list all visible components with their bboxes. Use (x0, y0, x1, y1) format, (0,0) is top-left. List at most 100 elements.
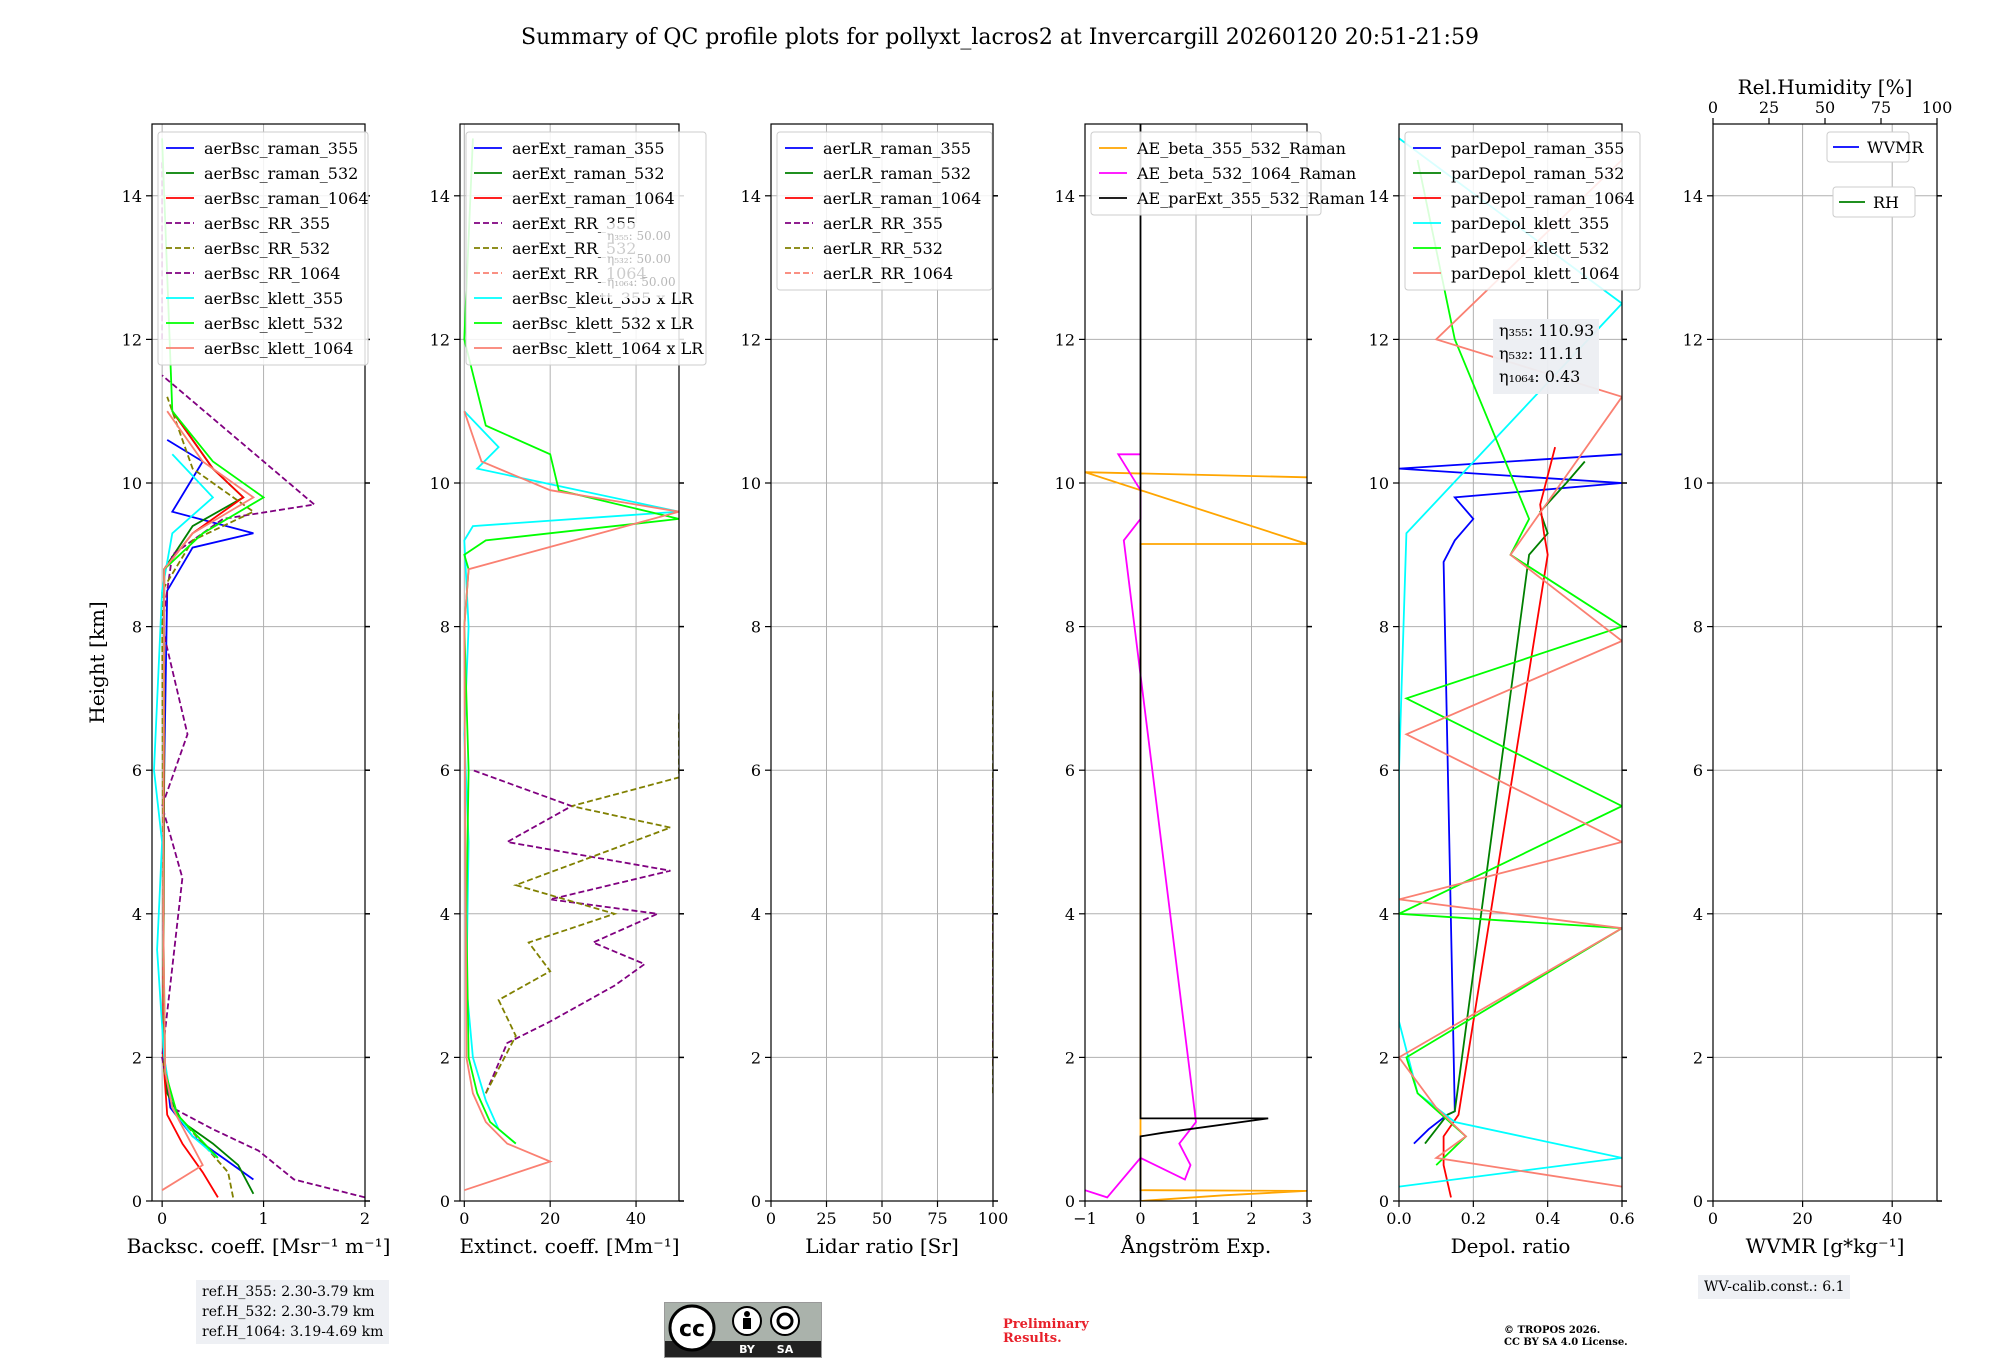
y-tick-label: 10 (1055, 474, 1075, 493)
panel-wvmr: 0 20 40 0 2 4 6 8 10 12 14 WVMR [g*kg⁻¹] 0 25 50 75 100 R… (1683, 75, 1953, 1258)
y-tick-label: 6 (751, 761, 761, 780)
legend-label: aerBsc_raman_532 (204, 164, 358, 183)
y-tick-label: 0 (440, 1192, 450, 1211)
x-tick-label: 0.0 (1386, 1209, 1411, 1228)
annotation-box (1493, 319, 1599, 394)
wv-calib-box: WV-calib.const.: 6.1 (1698, 1275, 1851, 1299)
panel-extinction: 0 20 40 0 2 4 6 8 10 12 14 Extinct. coeff. [Mm⁻¹] ae… (430, 123, 707, 1258)
x-tick-label: 1 (1191, 1209, 1201, 1228)
axes-frame (459, 123, 680, 1202)
cc-license-badge: cc BY SA (664, 1302, 822, 1358)
legend-label: AE_beta_532_1064_Raman (1136, 164, 1356, 183)
annotation-label: η₅₃₂: 11.11 (1499, 344, 1584, 363)
reference-height-box: ref.H_355: 2.30-3.79 km ref.H_532: 2.30-… (196, 1280, 390, 1344)
y-tick-label: 6 (440, 761, 450, 780)
x-axis-label: Lidar ratio [Sr] (805, 1234, 959, 1258)
x-axis-label: Backsc. coeff. [Msr⁻¹ m⁻¹] (127, 1234, 391, 1258)
legend-label: aerExt_raman_1064 (512, 189, 675, 208)
legend-box (1826, 131, 1910, 163)
y-tick-label: 14 (430, 187, 450, 206)
y-tick-label: 2 (1693, 1048, 1703, 1067)
y-tick-label: 0 (132, 1192, 142, 1211)
y-axis-label: Height [km] (85, 601, 109, 723)
series-line-aerBsc_klett_1064 x LR (463, 410, 679, 1192)
y-tick-label: 4 (751, 905, 761, 924)
legend-label: aerLR_RR_532 (823, 239, 943, 258)
x-tick-label: 0 (157, 1209, 167, 1228)
legend-label: parDepol_klett_355 (1451, 214, 1609, 233)
y-tick-label: 14 (1683, 187, 1703, 206)
x-axis-label: Ångström Exp. (1120, 1233, 1271, 1258)
y-tick-label: 14 (122, 187, 142, 206)
x-tick-label: 0 (1135, 1209, 1145, 1228)
legend-box (1832, 186, 1916, 218)
y-tick-label: 2 (1065, 1048, 1075, 1067)
axes-frame (1712, 123, 1938, 1202)
wv-calib-label: WV-calib.const.: 6.1 (1704, 1279, 1845, 1295)
legend-box (1404, 131, 1641, 291)
legend-label: aerLR_raman_532 (823, 164, 971, 183)
annotation-label: η₁₀₆₄: 0.43 (1499, 367, 1580, 386)
y-tick-label: 6 (1379, 761, 1389, 780)
series-line-aerBsc_raman_1064 (162, 410, 245, 1198)
legend-label: parDepol_klett_532 (1451, 239, 1609, 258)
y-tick-label: 2 (751, 1048, 761, 1067)
top-x-tick-label: 25 (1759, 98, 1779, 117)
legend-label: aerLR_RR_355 (823, 214, 943, 233)
legend-label: aerBsc_klett_532 x LR (512, 314, 694, 333)
eta-annotation: η₃₅₅: 50.00 η₅₃₂: 50.00 η₁₀₆₄: 50.00 (601, 223, 676, 298)
y-tick-label: 6 (1065, 761, 1075, 780)
y-tick-label: 8 (1693, 618, 1703, 637)
y-tick-label: 0 (1379, 1192, 1389, 1211)
x-tick-label: 2 (360, 1209, 370, 1228)
series-line-aerBsc_RR_355 (161, 374, 365, 1199)
y-tick-label: 12 (1683, 330, 1703, 349)
eta-annotation: η₃₅₅: 110.93 η₅₃₂: 11.11 η₁₀₆₄: 0.43 (1493, 319, 1599, 394)
annotation-label: η₁₀₆₄: 50.00 (607, 275, 676, 289)
preliminary-line-2: Results. (1003, 1331, 1062, 1346)
y-tick-label: 8 (1065, 618, 1075, 637)
legend-box (157, 131, 369, 366)
legend-label: aerLR_RR_1064 (823, 264, 953, 283)
copyright-note: © TROPOS 2026. CC BY SA 4.0 License. (1504, 1325, 1628, 1349)
refh-1064-label: ref.H_1064: 3.19-4.69 km (202, 1324, 384, 1340)
series-line-parDepol_raman_1064 (1442, 446, 1556, 1198)
annotation-box (601, 223, 673, 298)
series-line-aerExt_RR_532 (485, 712, 679, 1094)
x-tick-label: 40 (626, 1209, 646, 1228)
legend-label: aerBsc_klett_532 (204, 314, 343, 333)
legend: aerLR_raman_355 aerLR_raman_532 aerLR_rama… (776, 131, 993, 291)
y-tick-label: 8 (440, 618, 450, 637)
axes-frame (151, 123, 366, 1202)
y-tick-label: 0 (751, 1192, 761, 1211)
top-x-tick-label: 100 (1922, 98, 1953, 117)
x-tick-label: 20 (540, 1209, 560, 1228)
y-tick-label: 12 (1369, 330, 1389, 349)
legend: parDepol_raman_355 parDepol_raman_532 parD… (1404, 131, 1641, 291)
y-tick-label: 4 (132, 905, 142, 924)
series-line-aerBsc_klett_1064 (161, 410, 256, 1191)
legend-box (776, 131, 993, 291)
legend-label: parDepol_klett_1064 (1451, 264, 1620, 283)
legend-label: AE_parExt_355_532_Raman (1136, 189, 1365, 208)
y-tick-label: 2 (132, 1048, 142, 1067)
annotation-label: η₃₅₅: 50.00 (607, 229, 671, 243)
x-tick-label: 0 (459, 1209, 469, 1228)
x-tick-label: 50 (872, 1209, 892, 1228)
series-line-parDepol_klett_532 (1399, 159, 1622, 1166)
legend: WVMR RH (1826, 131, 1924, 218)
y-tick-label: 14 (741, 187, 761, 206)
panel-depol: 0.0 0.2 0.4 0.6 0 2 4 6 8 10 12 14 Depol. ratio parDe… (1369, 123, 1641, 1258)
x-tick-label: 0.2 (1461, 1209, 1486, 1228)
x-tick-label: 75 (927, 1209, 947, 1228)
legend-label: aerBsc_raman_1064 (204, 189, 369, 208)
x-tick-label: 2 (1246, 1209, 1256, 1228)
legend-label: RH (1873, 193, 1899, 212)
x-tick-label: 3 (1302, 1209, 1312, 1228)
y-tick-label: 4 (440, 905, 450, 924)
y-tick-label: 12 (1055, 330, 1075, 349)
legend-label: aerLR_raman_355 (823, 139, 971, 158)
y-tick-label: 10 (741, 474, 761, 493)
y-tick-label: 6 (132, 761, 142, 780)
